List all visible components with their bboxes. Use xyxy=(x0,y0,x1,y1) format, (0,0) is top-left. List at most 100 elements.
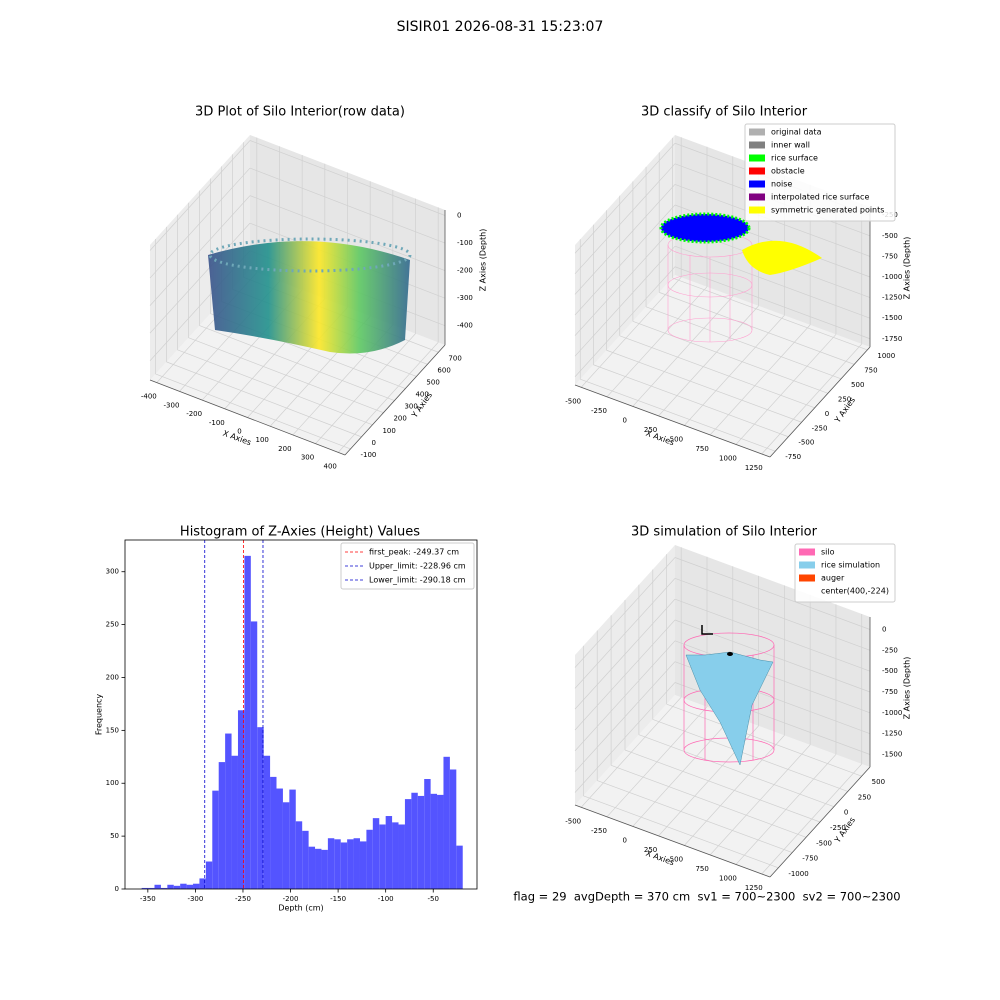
z-tick-label: -250 xyxy=(882,646,898,654)
histogram-bar xyxy=(173,885,181,889)
x-tick-label: 1250 xyxy=(745,884,763,892)
y-tick-label: 300 xyxy=(404,403,417,411)
histogram-bar xyxy=(276,788,283,889)
histogram-bar xyxy=(327,838,335,889)
y-tick-label: 150 xyxy=(106,726,119,734)
histogram-bar xyxy=(154,884,161,889)
z-tick-label: -200 xyxy=(457,267,473,275)
axis-label: X Axies xyxy=(645,849,676,868)
histogram-bar xyxy=(449,769,457,889)
histogram-bar xyxy=(359,841,367,889)
symmetric-points xyxy=(742,240,822,275)
histogram-bar xyxy=(411,792,418,889)
histogram-bar xyxy=(289,789,296,889)
histogram-bar xyxy=(180,883,187,889)
legend-swatch xyxy=(749,180,765,188)
axis-lines xyxy=(574,617,871,878)
histogram-bar xyxy=(456,845,463,889)
y-tick-label: 0 xyxy=(115,885,119,893)
z-tick-label: -1250 xyxy=(882,730,902,738)
axis-lines xyxy=(574,207,871,458)
y-tick-label: 250 xyxy=(838,395,851,403)
y-tick-label: 700 xyxy=(448,354,461,362)
histogram-bar xyxy=(257,727,264,889)
x-tick-label: -350 xyxy=(140,895,156,903)
histogram-bar xyxy=(424,779,431,889)
panel-title: 3D simulation of Silo Interior xyxy=(631,525,818,540)
z-tick-label: -500 xyxy=(882,667,898,675)
histogram-bar xyxy=(218,762,226,889)
x-tick-label: 1000 xyxy=(719,454,737,462)
legend-box xyxy=(744,123,896,222)
legend-label: noise xyxy=(771,180,792,189)
y-tick-label: -750 xyxy=(785,453,801,461)
x-tick-label: -50 xyxy=(428,895,439,903)
x-tick-label: -400 xyxy=(141,393,157,401)
histogram-bar xyxy=(340,842,348,889)
legend-swatch xyxy=(749,206,765,214)
histogram-bar xyxy=(231,755,238,889)
z-tick-label: -750 xyxy=(882,252,898,260)
z-tick-label: -1500 xyxy=(882,751,902,759)
z-tick-label: -100 xyxy=(457,239,473,247)
grid-line xyxy=(199,190,395,401)
grid-line xyxy=(166,226,362,438)
histogram-bar xyxy=(366,829,373,889)
axis-label: Z Axies (Depth) xyxy=(903,657,912,720)
x-tick-label: 300 xyxy=(301,454,314,462)
x-tick-label: 400 xyxy=(324,462,337,470)
decorations xyxy=(208,212,822,766)
x-tick-label: 1250 xyxy=(745,464,763,472)
legend-label: symmetric generated points xyxy=(771,206,884,215)
z-tick-label: -1500 xyxy=(882,314,902,322)
auger xyxy=(727,652,733,656)
legend-label: inner wall xyxy=(771,141,810,150)
x-tick-label: 0 xyxy=(237,428,241,436)
z-tick-label: -500 xyxy=(882,232,898,240)
histogram-bar xyxy=(347,839,354,889)
panel-title: 3D Plot of Silo Interior(row data) xyxy=(195,105,405,120)
legend-label: rice simulation xyxy=(821,561,880,570)
z-tick-label: -1000 xyxy=(882,709,902,717)
y-tick-label: -100 xyxy=(360,451,376,459)
y-tick-label: -250 xyxy=(830,824,846,832)
grid-line xyxy=(574,619,871,731)
y-tick-label: -1000 xyxy=(788,870,808,878)
z-tick-label: -750 xyxy=(882,688,898,696)
grid-line xyxy=(574,266,871,378)
legend-label: Lower_limit: -290.18 cm xyxy=(369,576,466,585)
z-tick-label: -1000 xyxy=(882,273,902,281)
legend-label: obstacle xyxy=(771,167,805,176)
pane-left xyxy=(150,135,250,380)
z-tick-label: -300 xyxy=(457,294,473,302)
histogram-bar xyxy=(193,883,200,889)
y-tick-label: 250 xyxy=(858,793,871,801)
histogram-bar xyxy=(270,776,277,889)
histogram-bar xyxy=(392,822,399,889)
legend-label: original data xyxy=(771,128,822,137)
x-tick-label: 250 xyxy=(644,426,657,434)
legend-label: auger xyxy=(821,574,845,583)
panel-title: Histogram of Z-Axies (Height) Values xyxy=(180,525,420,540)
x-tick-label: -200 xyxy=(283,895,299,903)
y-tick-label: 0 xyxy=(825,410,829,418)
legend-swatch xyxy=(799,574,815,582)
x-tick-label: -500 xyxy=(565,817,581,825)
z-tick-label: -1750 xyxy=(882,335,902,343)
x-axis-label: Depth (cm) xyxy=(278,904,323,913)
x-tick-label: 500 xyxy=(670,435,683,443)
y-tick-label: 300 xyxy=(106,568,119,576)
y-tick-label: 250 xyxy=(106,621,119,629)
histogram-bar xyxy=(225,733,232,889)
histogram-bar xyxy=(334,839,341,889)
histogram-bar xyxy=(250,621,258,889)
grid-line xyxy=(149,140,446,251)
histogram-bar xyxy=(141,887,149,889)
histogram-bar xyxy=(398,824,405,889)
histogram-bar xyxy=(385,816,393,889)
histogram-bar xyxy=(186,884,194,889)
x-tick-label: -250 xyxy=(591,407,607,415)
x-tick-label: 0 xyxy=(623,836,627,844)
histogram-bar xyxy=(282,802,290,889)
